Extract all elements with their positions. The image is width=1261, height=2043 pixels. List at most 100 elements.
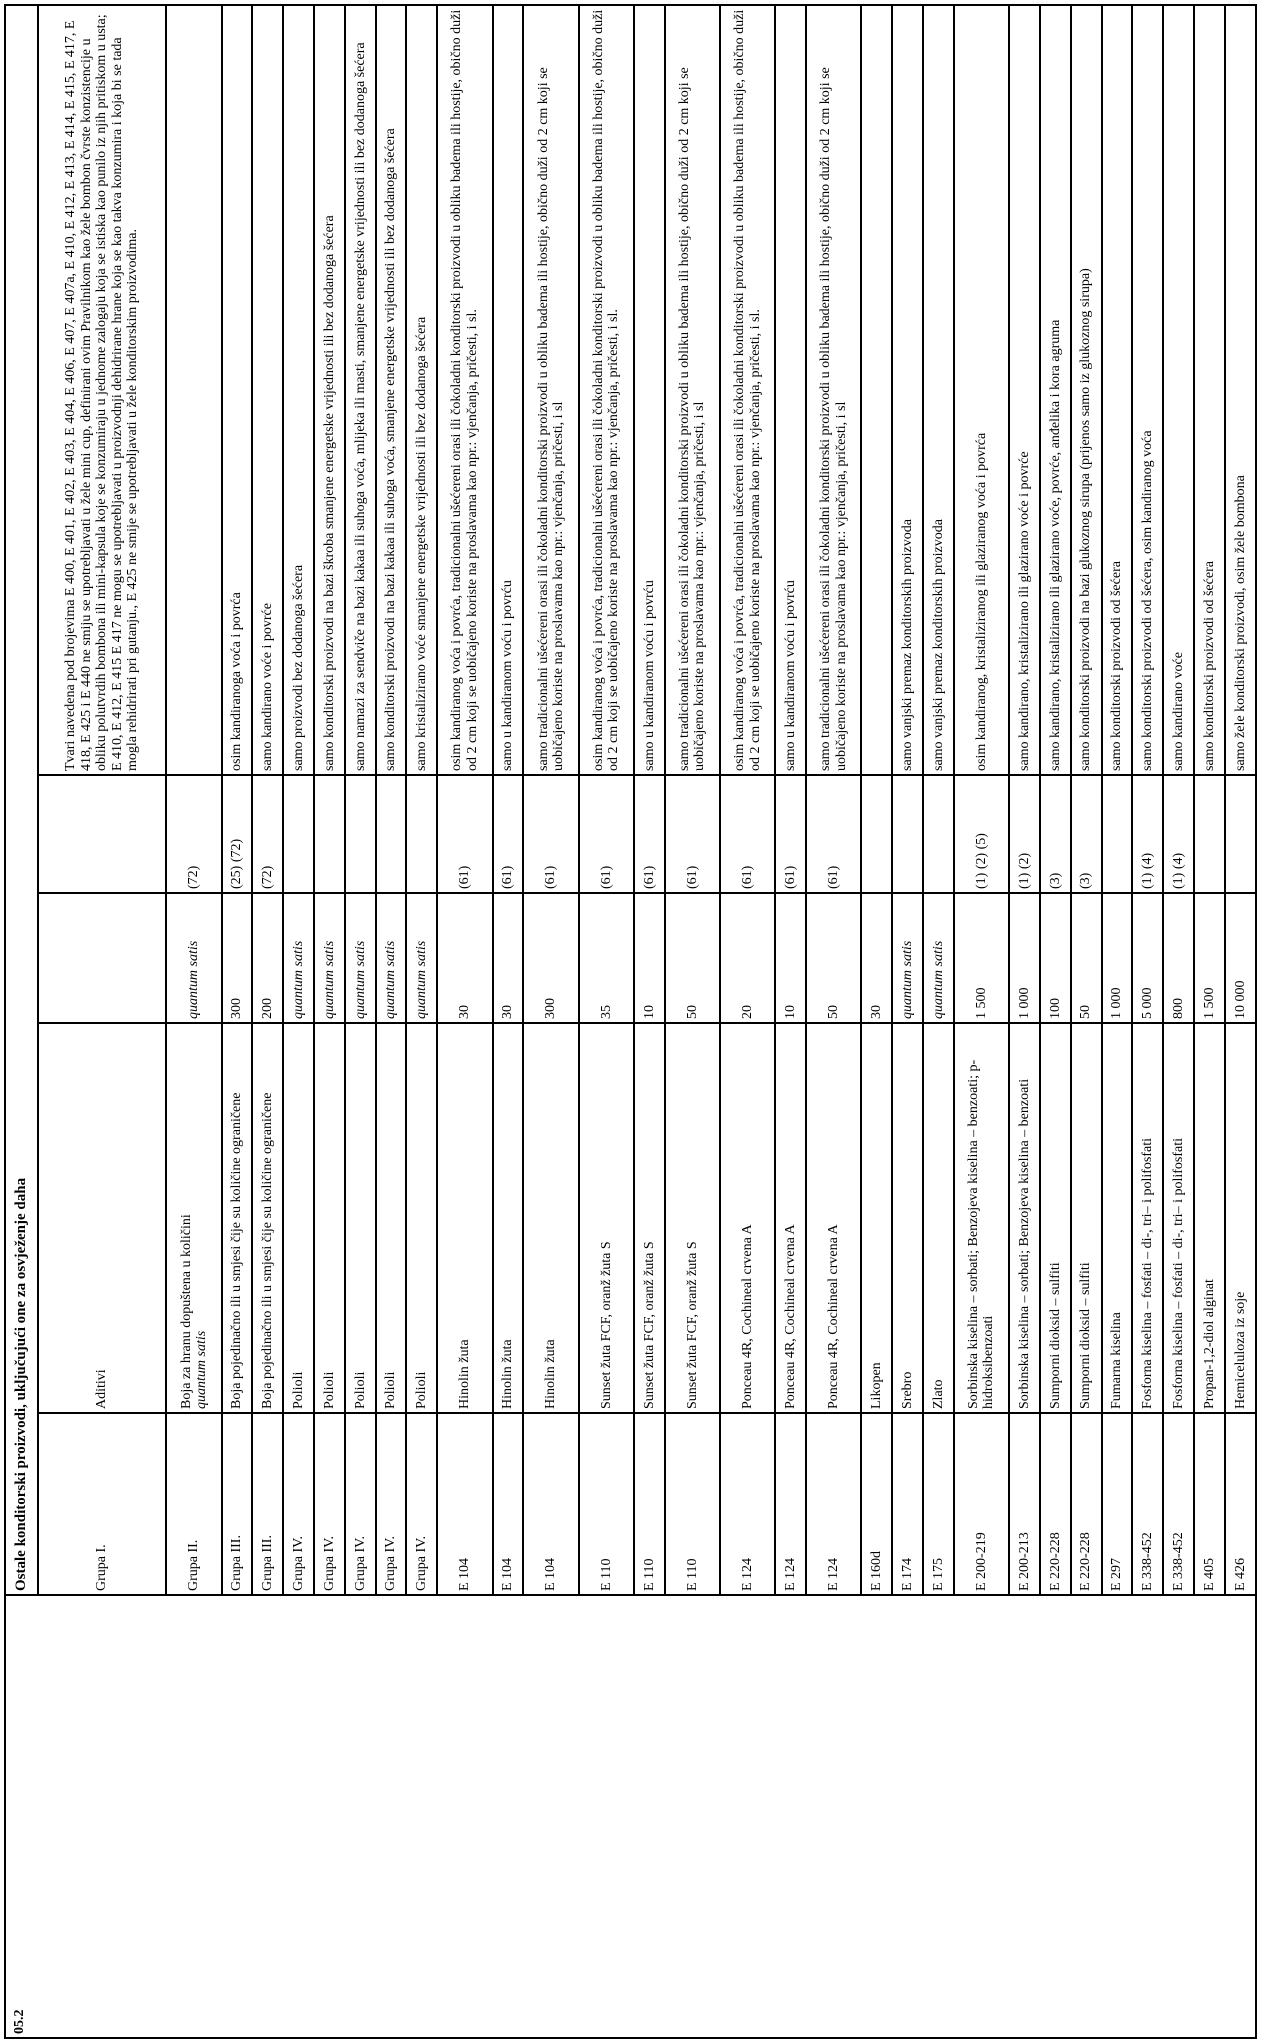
restriction-cell: samo kandirano voće i povrće <box>252 5 284 775</box>
amount-cell-text: 800 <box>1170 998 1186 1019</box>
notes-cell: (61) <box>664 775 720 893</box>
additive-cell: Sumporni dioksid – sulfiti <box>1039 1023 1071 1413</box>
group-cell: E 124 <box>719 1413 776 1595</box>
restriction-cell: osim kandiranoga voća i povrća <box>221 5 253 775</box>
group-cell: E 426 <box>1224 1413 1256 1595</box>
restriction-cell-text: samo kandirano, kristalizirano ili glazi… <box>1016 451 1032 771</box>
additive-cell: Sunset žuta FCF, oranž žuta S <box>578 1023 634 1413</box>
additive-cell: Hemiceluloza iz soje <box>1224 1023 1256 1413</box>
notes-cell-text: (61) <box>598 865 614 889</box>
restriction-cell-text: samo konditorski proizvodi od šećera <box>1109 561 1125 771</box>
group-cell: E 338-452 <box>1163 1413 1194 1595</box>
notes-cell <box>1224 775 1256 893</box>
amount-cell <box>37 893 167 1023</box>
additive-cell: Polioli <box>313 1023 345 1413</box>
amount-cell-text: 30 <box>457 1005 473 1019</box>
section-title: Ostale konditorski proizvodi, uključujuć… <box>5 5 38 1595</box>
restriction-cell: samo konditorski proizvodi na bazi gluko… <box>1070 5 1102 775</box>
notes-cell <box>861 775 893 893</box>
additive-cell-text: Srebro <box>899 1371 915 1409</box>
amount-cell: quantum satis <box>375 893 407 1023</box>
additive-cell: Ponceau 4R, Cochineal crvena A <box>806 1023 862 1413</box>
group-cell: E 220-228 <box>1070 1413 1102 1595</box>
notes-cell: (61) <box>492 775 524 893</box>
additive-cell: Boja pojedinačno ili u smjesi čije su ko… <box>252 1023 284 1413</box>
group-cell-text: E 220-228 <box>1047 1532 1063 1591</box>
additive-cell-text: Sunset žuta FCF, oranž žuta S <box>684 1241 700 1409</box>
group-cell: E 200-213 <box>1009 1413 1040 1595</box>
restriction-cell: samo konditorski proizvodi od šećera, os… <box>1132 5 1164 775</box>
amount-cell: quantum satis <box>313 893 345 1023</box>
notes-cell <box>283 775 314 893</box>
notes-cell-text: (61) <box>684 865 700 889</box>
restriction-cell-text: samo kandirano, kristalizirano ili glazi… <box>1047 319 1063 771</box>
group-cell: E 124 <box>775 1413 807 1595</box>
additive-cell-text: Boja pojedinačno ili u smjesi čije su ko… <box>229 1092 245 1409</box>
notes-cell-text: (3) <box>1078 872 1094 889</box>
amount-cell: 50 <box>806 893 862 1023</box>
notes-cell-text: (61) <box>782 865 798 889</box>
restriction-cell-text: samo tradicionalni ušećereni orasi ili č… <box>676 67 708 771</box>
group-cell: E 104 <box>437 1413 493 1595</box>
notes-cell: (72) <box>252 775 284 893</box>
amount-cell: quantum satis <box>283 893 314 1023</box>
additive-cell-text: Polioli <box>290 1371 306 1409</box>
restriction-cell: osim kandiranog, kristaliziranog ili gla… <box>953 5 1010 775</box>
additives-table: 05.2 Ostale konditorski proizvodi, uklju… <box>4 4 1257 2039</box>
notes-cell <box>37 775 167 893</box>
restriction-cell-text: osim kandiranoga voća i povrća <box>229 592 245 771</box>
restriction-cell-text: Tvari navedena pod brojevima E 400, E 40… <box>63 14 140 771</box>
restriction-cell-text: samo konditorski proizvodi na bazi gluko… <box>1078 268 1094 771</box>
amount-cell: 30 <box>492 893 524 1023</box>
additive-cell-text: Likopen <box>869 1362 885 1409</box>
additive-cell-text: Boja pojedinačno ili u smjesi čije su ko… <box>260 1092 276 1409</box>
group-cell: E 160d <box>861 1413 893 1595</box>
additive-cell: Fosforna kiselina – fosfati – di-, tri– … <box>1163 1023 1194 1413</box>
group-cell: E 175 <box>922 1413 954 1595</box>
notes-cell: (61) <box>775 775 807 893</box>
group-cell-text: Grupa III. <box>260 1535 276 1591</box>
restriction-cell-text: samo namazi za sendviče na bazi kakaa il… <box>352 42 368 771</box>
notes-cell <box>375 775 407 893</box>
group-cell-text: Grupa I. <box>94 1544 110 1591</box>
additive-cell-text: Hinolin žuta <box>500 1339 516 1409</box>
additive-cell: Ponceau 4R, Cochineal crvena A <box>775 1023 807 1413</box>
group-cell: E 104 <box>523 1413 579 1595</box>
additive-cell: Fosforna kiselina – fosfati – di-, tri– … <box>1132 1023 1164 1413</box>
amount-cell-text: quantum satis <box>414 940 430 1019</box>
notes-cell-text: (61) <box>500 865 516 889</box>
restriction-cell-text: osim kandiranog voća i povrća, tradicion… <box>590 9 622 771</box>
additive-note: quantum satis <box>193 1330 209 1409</box>
notes-cell <box>406 775 438 893</box>
amount-cell-text: 200 <box>260 998 276 1019</box>
notes-cell: (61) <box>719 775 776 893</box>
additive-cell: Hinolin žuta <box>492 1023 524 1413</box>
additive-cell: Hinolin žuta <box>437 1023 493 1413</box>
notes-cell: (72) <box>166 775 222 893</box>
amount-cell: 50 <box>664 893 720 1023</box>
amount-cell-text: quantum satis <box>899 940 915 1019</box>
additive-cell-text: Polioli <box>414 1371 430 1409</box>
amount-cell: 20 <box>719 893 776 1023</box>
restriction-cell: osim kandiranog voća i povrća, tradicion… <box>578 5 634 775</box>
additive-cell-text: Boja za hranu dopuštena u količini <box>178 1214 194 1409</box>
additive-cell: Sunset žuta FCF, oranž žuta S <box>664 1023 720 1413</box>
amount-cell: 800 <box>1163 893 1194 1023</box>
restriction-cell-text: samo tradicionalni ušećereni orasi ili č… <box>535 67 566 771</box>
amount-cell-text: 50 <box>684 1005 700 1019</box>
amount-cell-text: 10 <box>782 1005 798 1019</box>
restriction-cell-text: samo vanjski premaz konditorskih proizvo… <box>899 519 915 771</box>
notes-cell: (1) (4) <box>1132 775 1164 893</box>
restriction-cell: samo u kandiranom voću i povrću <box>492 5 524 775</box>
group-cell-text: E 104 <box>457 1557 473 1591</box>
amount-cell-text: 300 <box>229 998 245 1019</box>
group-cell-text: E 338-452 <box>1170 1532 1186 1591</box>
notes-cell: (61) <box>523 775 579 893</box>
amount-cell: 100 <box>1039 893 1071 1023</box>
amount-cell-text: quantum satis <box>930 940 946 1019</box>
amount-cell: 1 500 <box>1193 893 1225 1023</box>
amount-cell: 200 <box>252 893 284 1023</box>
notes-cell-text: (25) (72) <box>229 838 245 889</box>
additive-cell: Propan-1,2-diol alginat <box>1193 1023 1225 1413</box>
